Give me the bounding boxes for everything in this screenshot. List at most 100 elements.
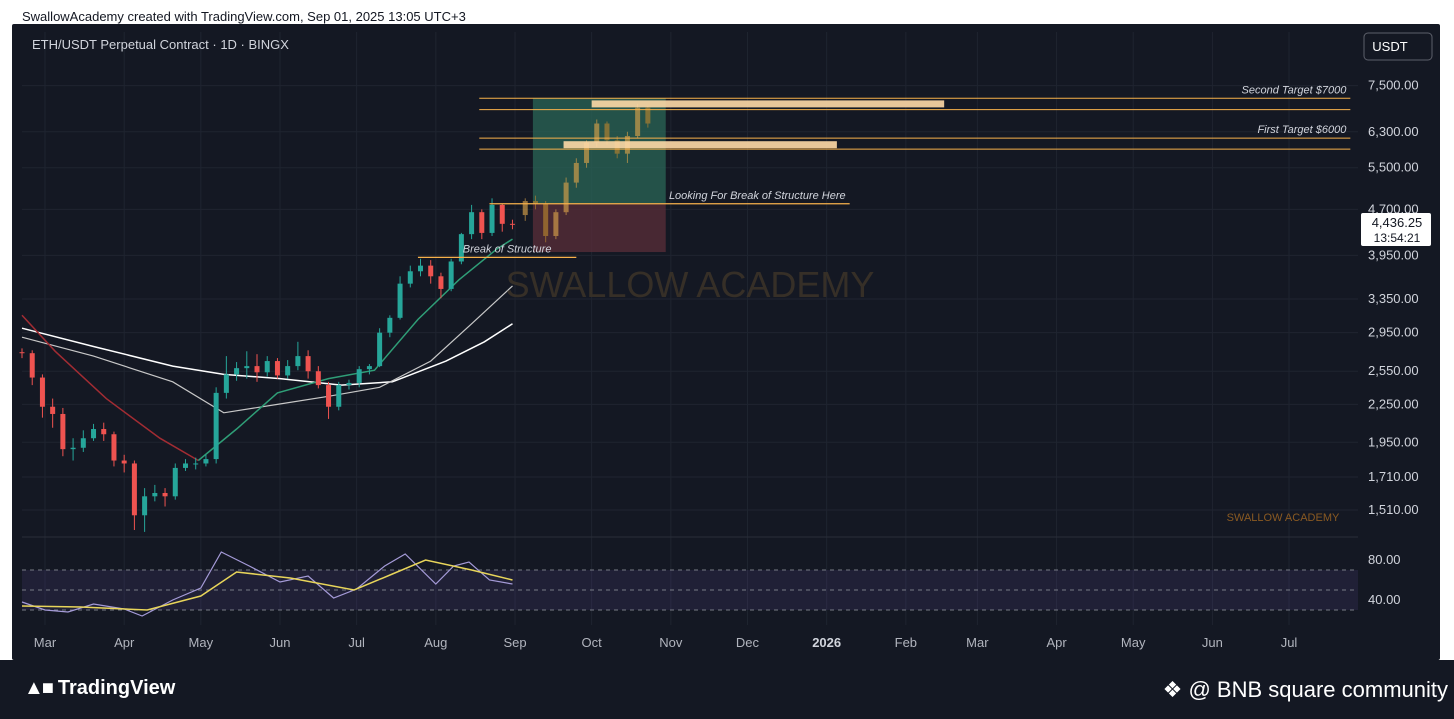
candle-body bbox=[604, 123, 610, 141]
candle-body bbox=[387, 317, 393, 333]
candle bbox=[101, 422, 107, 441]
candle bbox=[418, 258, 424, 277]
candle bbox=[499, 203, 505, 232]
candle-body bbox=[532, 201, 538, 204]
candle bbox=[203, 454, 209, 467]
projected-candle bbox=[522, 198, 528, 221]
annotation-label: Looking For Break of Structure Here bbox=[669, 190, 846, 202]
candle-body bbox=[152, 492, 158, 497]
candle bbox=[70, 438, 76, 461]
candle-body bbox=[172, 467, 178, 497]
price-axis[interactable]: 7,500.00 6,300.00 5,500.00 4,700.00 3,950.00… bbox=[1368, 78, 1419, 607]
projected-candle bbox=[543, 201, 549, 243]
x-tick-label: Jul bbox=[348, 635, 365, 650]
candle-body bbox=[438, 276, 444, 289]
projected-candle bbox=[553, 209, 559, 240]
candle bbox=[438, 272, 444, 299]
candle bbox=[111, 431, 117, 467]
candle bbox=[428, 260, 434, 284]
candle bbox=[91, 423, 97, 441]
candle-body bbox=[377, 332, 383, 367]
candle-body bbox=[346, 382, 352, 386]
candle-body bbox=[50, 406, 56, 414]
y-tick-label: 3,950.00 bbox=[1368, 247, 1419, 262]
candle bbox=[326, 381, 332, 419]
candle bbox=[39, 374, 45, 418]
y-tick-label: 4,700.00 bbox=[1368, 201, 1419, 216]
last-price: 4,436.25 bbox=[1372, 215, 1423, 230]
tradingview-logo[interactable]: ▲■ TradingView bbox=[24, 677, 175, 700]
candle-body bbox=[509, 223, 515, 225]
candle-body bbox=[223, 374, 229, 393]
candle-body bbox=[522, 201, 528, 216]
y-tick-label: 2,950.00 bbox=[1368, 325, 1419, 340]
watermark-small: SWALLOW ACADEMY bbox=[1227, 512, 1340, 524]
candle bbox=[407, 265, 413, 288]
watermark: SWALLOW ACADEMY bbox=[506, 264, 875, 305]
candle bbox=[131, 460, 137, 530]
candle-body bbox=[336, 385, 342, 407]
candle-body bbox=[264, 361, 270, 373]
candle-body bbox=[193, 463, 199, 465]
candle-body bbox=[326, 385, 332, 407]
candle-body bbox=[213, 392, 219, 460]
candle bbox=[366, 364, 372, 375]
x-tick-label: Mar bbox=[966, 635, 989, 650]
y-tick-label: 6,300.00 bbox=[1368, 124, 1419, 139]
candle-body bbox=[142, 496, 148, 516]
candle bbox=[448, 258, 454, 292]
x-tick-label: Oct bbox=[582, 635, 603, 650]
candle bbox=[223, 356, 229, 399]
annotation: Second Target $7000 bbox=[479, 84, 1351, 111]
target-bar bbox=[591, 100, 945, 108]
candle bbox=[387, 315, 393, 338]
candle-body bbox=[428, 265, 434, 277]
annotation: Looking For Break of Structure Here bbox=[489, 190, 850, 205]
y-tick-label: 5,500.00 bbox=[1368, 160, 1419, 175]
x-tick-label: Apr bbox=[114, 635, 135, 650]
time-axis[interactable]: Mar Apr May Jun Jul Aug Sep Oct Nov Dec 2026 Feb Mar… bbox=[34, 635, 1298, 650]
chart-grid bbox=[22, 32, 1358, 625]
candle-body bbox=[573, 162, 579, 183]
countdown: 13:54:21 bbox=[1374, 231, 1421, 245]
tradingview-logo-text: TradingView bbox=[57, 677, 176, 699]
candle-body bbox=[182, 463, 188, 468]
candle bbox=[234, 362, 240, 381]
candle-body bbox=[131, 463, 137, 516]
candle-body bbox=[553, 212, 559, 237]
candle bbox=[489, 198, 495, 237]
x-tick-label: Jul bbox=[1281, 635, 1298, 650]
projected-candle bbox=[573, 158, 579, 188]
currency-badge[interactable]: USDT bbox=[1363, 32, 1433, 61]
ma-short-line-up bbox=[197, 238, 513, 462]
y-tick-label: 2,550.00 bbox=[1368, 363, 1419, 378]
projected-candle bbox=[532, 195, 538, 210]
candle-body bbox=[91, 429, 97, 439]
candle bbox=[19, 348, 25, 359]
rsi-tick-label: 40.00 bbox=[1368, 592, 1401, 607]
chart-frame[interactable] bbox=[12, 24, 1440, 660]
candle-body bbox=[563, 182, 569, 213]
candle bbox=[458, 232, 464, 265]
candle-body bbox=[305, 356, 311, 372]
y-tick-label: 1,950.00 bbox=[1368, 434, 1419, 449]
candle bbox=[50, 398, 56, 428]
candle bbox=[264, 356, 270, 377]
x-tick-label: Aug bbox=[424, 635, 447, 650]
annotation: Break of Structure bbox=[417, 243, 577, 259]
candle bbox=[479, 209, 485, 240]
candle bbox=[213, 387, 219, 464]
x-tick-label: Jun bbox=[270, 635, 291, 650]
candle-body bbox=[80, 438, 86, 448]
candle bbox=[162, 488, 168, 507]
candle bbox=[29, 350, 35, 386]
candle-body bbox=[234, 368, 240, 375]
candle-body bbox=[254, 366, 260, 373]
candle bbox=[509, 219, 515, 230]
x-tick-label: Apr bbox=[1046, 635, 1067, 650]
projected-candle bbox=[604, 121, 610, 145]
x-tick-label: Nov bbox=[659, 635, 683, 650]
ma-long-line bbox=[21, 323, 513, 386]
candle bbox=[193, 457, 199, 470]
